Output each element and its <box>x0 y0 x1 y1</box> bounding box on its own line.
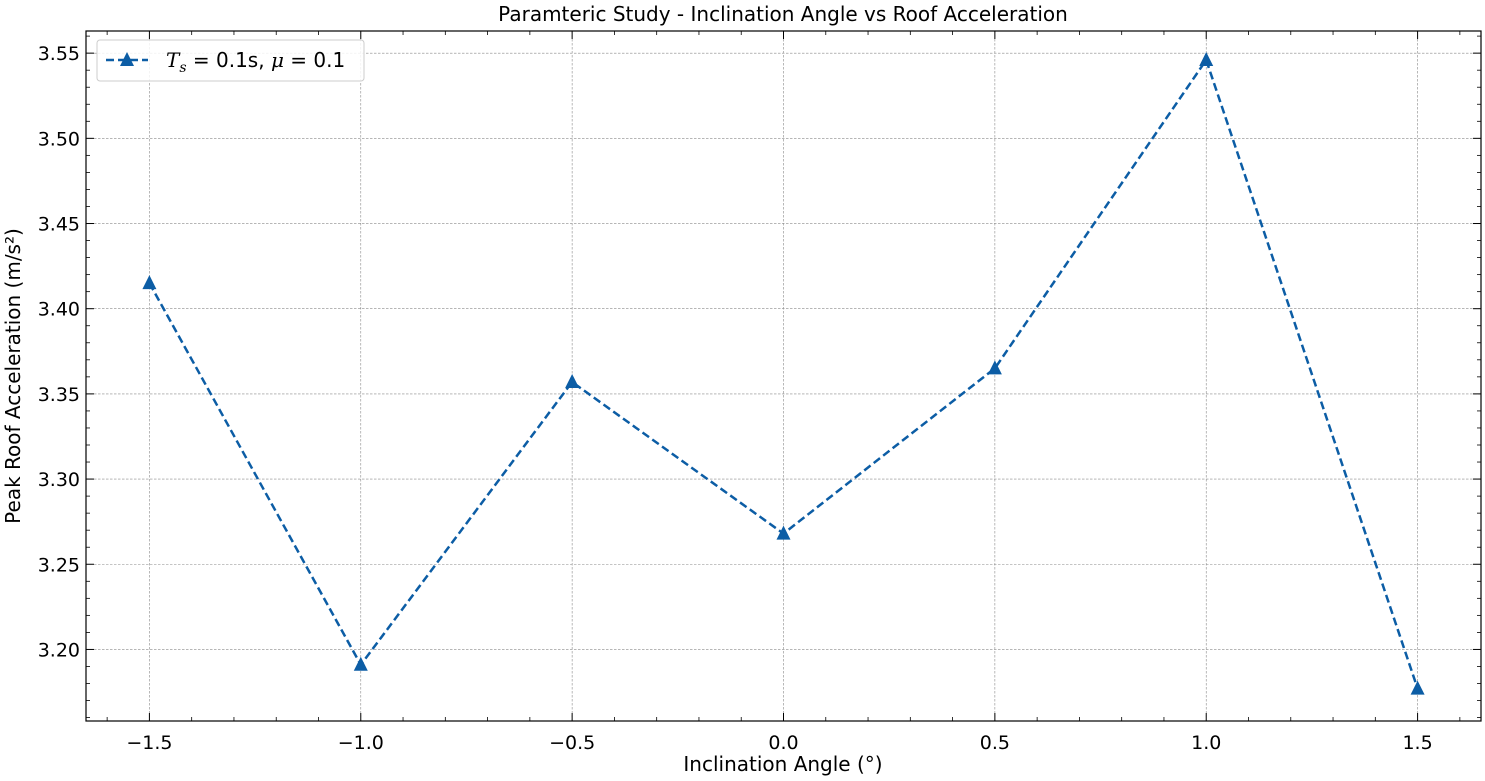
legend-label: Ts = 0.1s, μ = 0.1 <box>166 48 345 76</box>
x-tick-label: 0.0 <box>768 732 798 754</box>
legend-mu-value: = 0.1 <box>284 48 345 72</box>
legend-box <box>96 39 365 82</box>
series-line <box>148 57 1419 689</box>
ticks <box>86 31 1481 721</box>
x-axis-title: Inclination Angle (°) <box>683 752 882 776</box>
y-tick-label: 3.30 <box>38 469 80 491</box>
chart-title: Paramteric Study - Inclination Angle vs … <box>498 2 1068 26</box>
data-point-marker <box>565 373 580 388</box>
legend: Ts = 0.1s, μ = 0.1 <box>96 39 365 82</box>
y-axis-title: Peak Roof Acceleration (m/s²) <box>1 228 25 524</box>
x-tick-label: −1.0 <box>338 732 384 754</box>
y-tick-label: 3.55 <box>38 43 80 65</box>
data-point-marker <box>142 275 157 290</box>
data-point-marker <box>353 656 368 671</box>
data-point-marker <box>987 360 1002 375</box>
x-tick-label: −0.5 <box>549 732 595 754</box>
x-tick-labels: −1.5 −1.0 −0.5 0.0 0.5 1.0 1.5 <box>126 732 1432 754</box>
y-tick-label: 3.45 <box>38 214 80 236</box>
series-layer <box>142 51 1425 695</box>
legend-symbol-mu: μ <box>271 48 284 72</box>
y-tick-label: 3.35 <box>38 384 80 406</box>
legend-period-value: = 0.1s, <box>187 48 271 72</box>
y-tick-label: 3.40 <box>38 299 80 321</box>
y-tick-label: 3.25 <box>38 554 80 576</box>
y-tick-labels: 3.20 3.25 3.30 3.35 3.40 3.45 3.50 3.55 <box>38 43 80 661</box>
x-tick-label: 1.5 <box>1402 732 1432 754</box>
x-tick-label: −1.5 <box>126 732 172 754</box>
grid <box>86 31 1481 721</box>
legend-marker <box>120 52 134 66</box>
y-tick-label: 3.50 <box>38 128 80 150</box>
data-point-marker <box>1410 680 1425 695</box>
legend-subscript-s: s <box>179 60 186 76</box>
legend-symbol-t: T <box>166 48 181 72</box>
data-point-marker <box>1199 51 1214 66</box>
x-tick-label: 1.0 <box>1191 732 1221 754</box>
y-tick-label: 3.20 <box>38 639 80 661</box>
x-tick-label: 0.5 <box>980 732 1010 754</box>
data-point-marker <box>776 525 791 540</box>
